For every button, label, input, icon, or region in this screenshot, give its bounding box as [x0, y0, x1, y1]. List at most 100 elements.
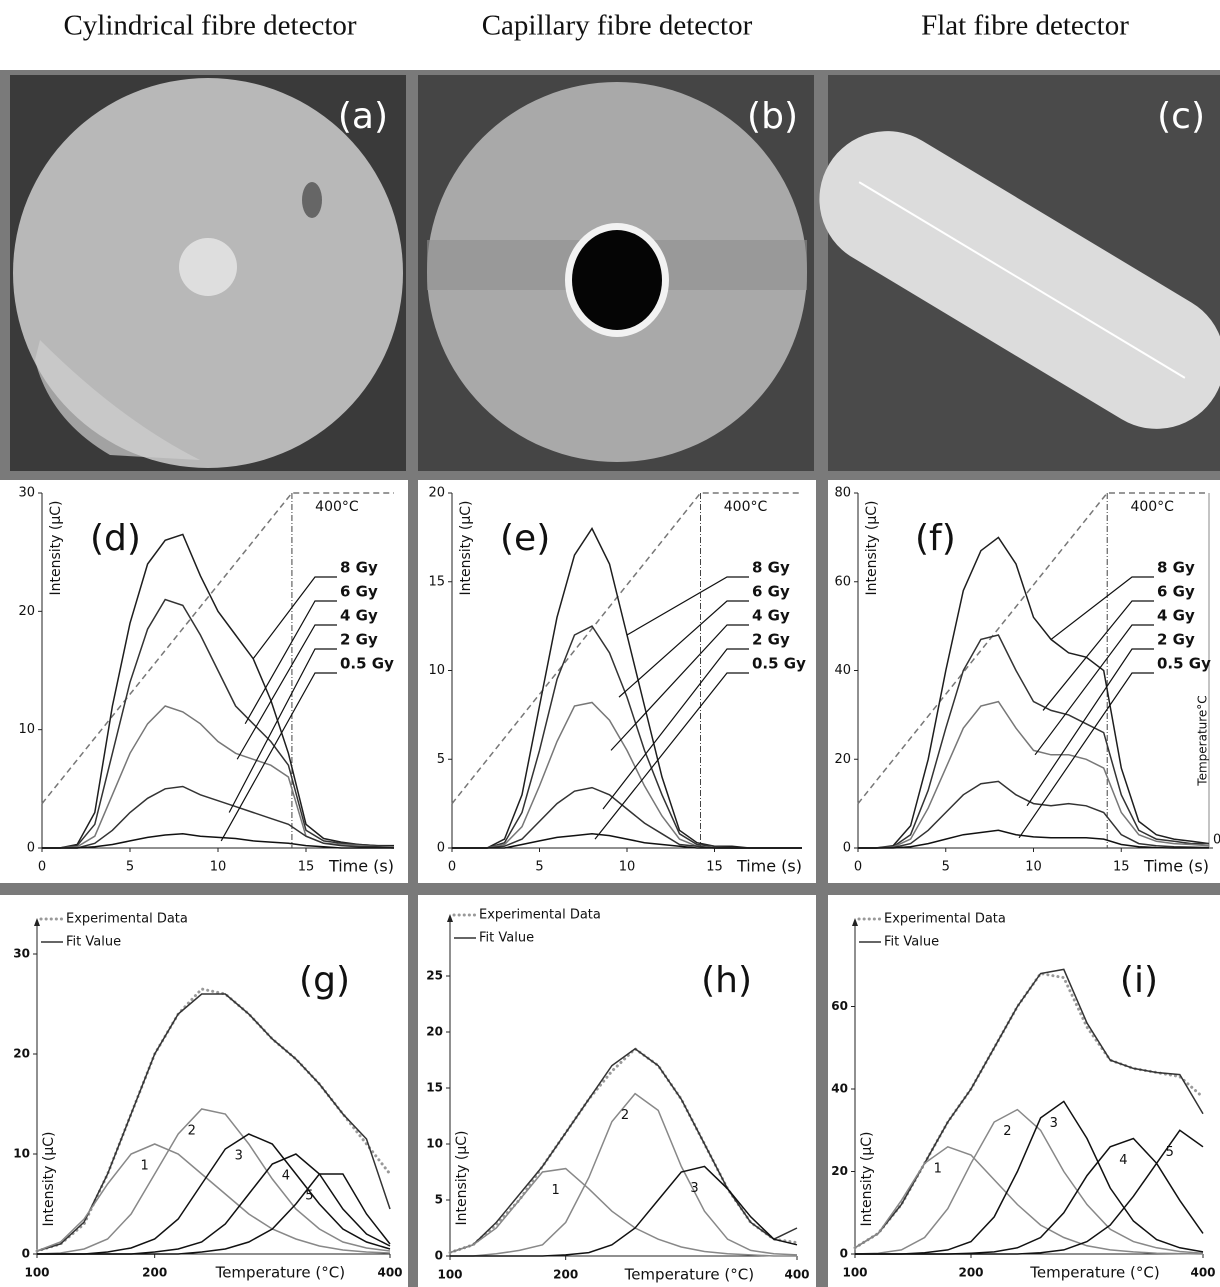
leader-line [626, 576, 749, 636]
x-tick-label: 10 [1025, 860, 1042, 875]
x-axis-label: Temperature (°C) [624, 1266, 754, 1284]
x-tick-label: 100 [437, 1268, 462, 1282]
series-label: 0.5 Gy [752, 655, 806, 673]
curve-label: 5 [1166, 1145, 1174, 1160]
temperature-line [857, 492, 1209, 805]
y2-axis-label: Temperature°C [1196, 695, 1210, 786]
y-tick-label: 20 [426, 1025, 443, 1039]
x-tick-label: 5 [126, 860, 134, 875]
y-tick-label: 20 [428, 486, 445, 501]
series-line [36, 1143, 391, 1254]
y-tick-label: 25 [426, 969, 443, 983]
curve-label: 1 [552, 1183, 560, 1198]
series-line [855, 1129, 1204, 1255]
curve-label: 2 [188, 1124, 196, 1139]
legend-label: Fit Value [66, 935, 121, 950]
y-axis-label: Intensity (µC) [458, 501, 474, 596]
series-line [450, 1092, 798, 1257]
y-tick-label: 30 [18, 486, 35, 501]
column-title: Flat fibre detector [921, 10, 1129, 42]
axis-arrow [447, 914, 453, 922]
leader-line [1034, 624, 1154, 756]
y-tick-label: 0 [27, 841, 35, 856]
leader-line [594, 672, 749, 840]
series-label: 4 Gy [340, 607, 378, 625]
y-axis-label: Intensity (µC) [864, 501, 880, 596]
fibre-core [179, 238, 237, 296]
x-tick-label: 0 [854, 860, 862, 875]
x-tick-label: 100 [24, 1266, 49, 1280]
annotation: 400°C [1130, 499, 1174, 515]
y-tick-label: 5 [435, 1193, 443, 1207]
leader-line [1026, 648, 1154, 807]
series-line [858, 634, 1209, 849]
legend-label: Experimental Data [884, 912, 1006, 927]
series-label: 8 Gy [1157, 559, 1195, 577]
panel [418, 895, 816, 1287]
series-label: 8 Gy [752, 559, 790, 577]
panel [0, 480, 408, 883]
y2-tick-label: 0 [1213, 833, 1220, 848]
series-label: 0.5 Gy [1157, 655, 1211, 673]
series-label: 2 Gy [1157, 631, 1195, 649]
legend-label: Fit Value [884, 935, 939, 950]
series-label: 4 Gy [752, 607, 790, 625]
x-tick-label: 10 [210, 860, 227, 875]
y-tick-label: 0 [840, 1247, 848, 1261]
series-label: 4 Gy [1157, 607, 1195, 625]
series-line [36, 1108, 391, 1255]
y-tick-label: 0 [843, 841, 851, 856]
leader-line [1018, 672, 1154, 839]
leader-line [1050, 576, 1154, 640]
y-tick-label: 40 [831, 1082, 848, 1096]
y-tick-label: 5 [437, 752, 445, 767]
leader-line [602, 648, 749, 810]
column-title: Cylindrical fibre detector [63, 10, 356, 42]
x-tick-label: 15 [1113, 860, 1130, 875]
x-axis-label: Temperature (°C) [215, 1264, 345, 1282]
legend-label: Fit Value [479, 931, 534, 946]
y-tick-label: 10 [18, 722, 35, 737]
series-line [858, 829, 1209, 849]
series-line [854, 1145, 1204, 1255]
curve-label: 3 [1050, 1116, 1058, 1131]
panel-title: (e) [500, 518, 550, 559]
capillary-hole [572, 230, 662, 330]
y-tick-label: 20 [831, 1164, 848, 1178]
leader-line [610, 624, 749, 751]
annotation: 400°C [724, 499, 768, 515]
leader-line [228, 648, 337, 813]
y-tick-label: 0 [435, 1249, 443, 1263]
series-line [452, 833, 802, 849]
edge-damage [35, 340, 200, 460]
curve-label: 4 [282, 1169, 290, 1184]
y-tick-label: 20 [13, 1047, 30, 1061]
series-label: 0.5 Gy [340, 655, 394, 673]
curve-label: 3 [235, 1149, 243, 1164]
y-tick-label: 20 [18, 604, 35, 619]
leader-line [618, 600, 749, 698]
y-tick-label: 80 [834, 486, 851, 501]
series-line [36, 993, 391, 1252]
series-label: 8 Gy [340, 559, 378, 577]
x-tick-label: 0 [38, 860, 46, 875]
y-axis-label: Intensity (µC) [41, 1132, 57, 1227]
y-tick-label: 10 [13, 1147, 30, 1161]
y-tick-label: 20 [834, 752, 851, 767]
x-tick-label: 5 [535, 860, 543, 875]
series-label: 6 Gy [340, 583, 378, 601]
x-tick-label: 200 [553, 1268, 578, 1282]
curve-label: 1 [934, 1161, 942, 1176]
y-tick-label: 0 [437, 841, 445, 856]
series-label: 6 Gy [1157, 583, 1195, 601]
series-line [42, 533, 394, 849]
x-tick-label: 15 [706, 860, 723, 875]
y-tick-label: 10 [428, 663, 445, 678]
series-line [858, 780, 1210, 849]
legend-label: Experimental Data [479, 908, 601, 923]
series-line [42, 598, 395, 849]
y-axis-label: Intensity (µC) [48, 501, 64, 596]
panel [828, 895, 1220, 1287]
